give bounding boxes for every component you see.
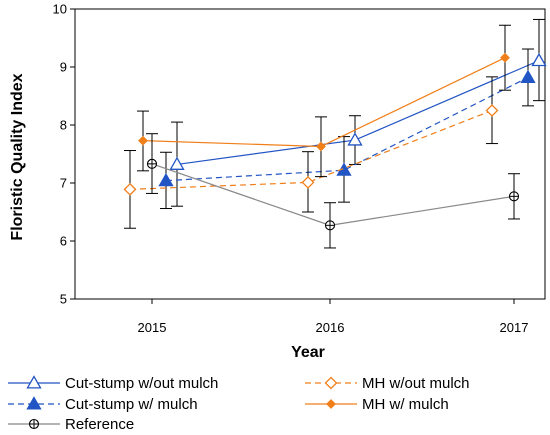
- legend-label: Reference: [65, 416, 134, 433]
- data-point: [123, 182, 137, 196]
- legend-marker: [326, 399, 336, 409]
- series-line: [165, 76, 529, 182]
- data-point: [324, 220, 336, 231]
- legend-item-2: MH w/out mulch: [305, 375, 470, 392]
- data-point: [138, 135, 148, 146]
- y-tick-label: 8: [60, 118, 67, 133]
- x-tick-label: 2015: [138, 320, 167, 335]
- plot-frame: [74, 8, 546, 300]
- data-point: [301, 176, 315, 189]
- y-tick-label: 6: [60, 234, 67, 249]
- series-2: [123, 76, 499, 229]
- data-point: [485, 104, 499, 117]
- data-point: [158, 172, 174, 187]
- data-point: [508, 191, 520, 202]
- data-point: [520, 69, 536, 83]
- legend-marker: [28, 418, 40, 430]
- data-point: [347, 132, 363, 146]
- x-tick-label: 2016: [316, 320, 345, 335]
- series-line: [176, 60, 540, 166]
- series-4: [146, 133, 520, 249]
- data-point: [531, 52, 547, 67]
- y-tick-label: 10: [53, 2, 67, 17]
- plot-area: 5 6 7 8 9 10 2015 2016 2017 Year Floristic Quality…: [9, 2, 547, 361]
- series-3: [137, 24, 511, 178]
- legend-item-3: MH w/ mulch: [305, 396, 449, 413]
- y-tick-label: 9: [60, 60, 67, 75]
- legend-marker: [324, 376, 338, 390]
- series-1: [158, 48, 536, 210]
- data-point: [500, 52, 510, 63]
- legend-label: MH w/out mulch: [362, 375, 470, 392]
- legend-label: Cut-stump w/out mulch: [65, 375, 218, 392]
- legend-label: Cut-stump w/ mulch: [65, 396, 198, 413]
- series-line: [142, 57, 506, 148]
- data-point: [316, 141, 326, 152]
- data-point: [336, 162, 352, 176]
- legend-item-0: Cut-stump w/out mulch: [8, 375, 218, 392]
- data-point: [146, 158, 158, 169]
- y-axis-title: Floristic Quality Index: [9, 73, 26, 240]
- legend-item-4: Reference: [8, 416, 134, 433]
- legend: Cut-stump w/out mulch Cut-stump w/ mulch M…: [8, 375, 470, 433]
- y-tick-label: 7: [60, 176, 67, 191]
- x-axis-title: Year: [291, 344, 325, 361]
- legend-marker: [26, 375, 42, 389]
- data-point: [169, 156, 185, 170]
- x-tick-label: 2017: [500, 320, 529, 335]
- series-0: [169, 18, 547, 207]
- legend-item-1: Cut-stump w/ mulch: [8, 396, 198, 413]
- legend-marker: [26, 396, 42, 410]
- legend-label: MH w/ mulch: [362, 396, 449, 413]
- y-tick-label: 5: [60, 292, 67, 307]
